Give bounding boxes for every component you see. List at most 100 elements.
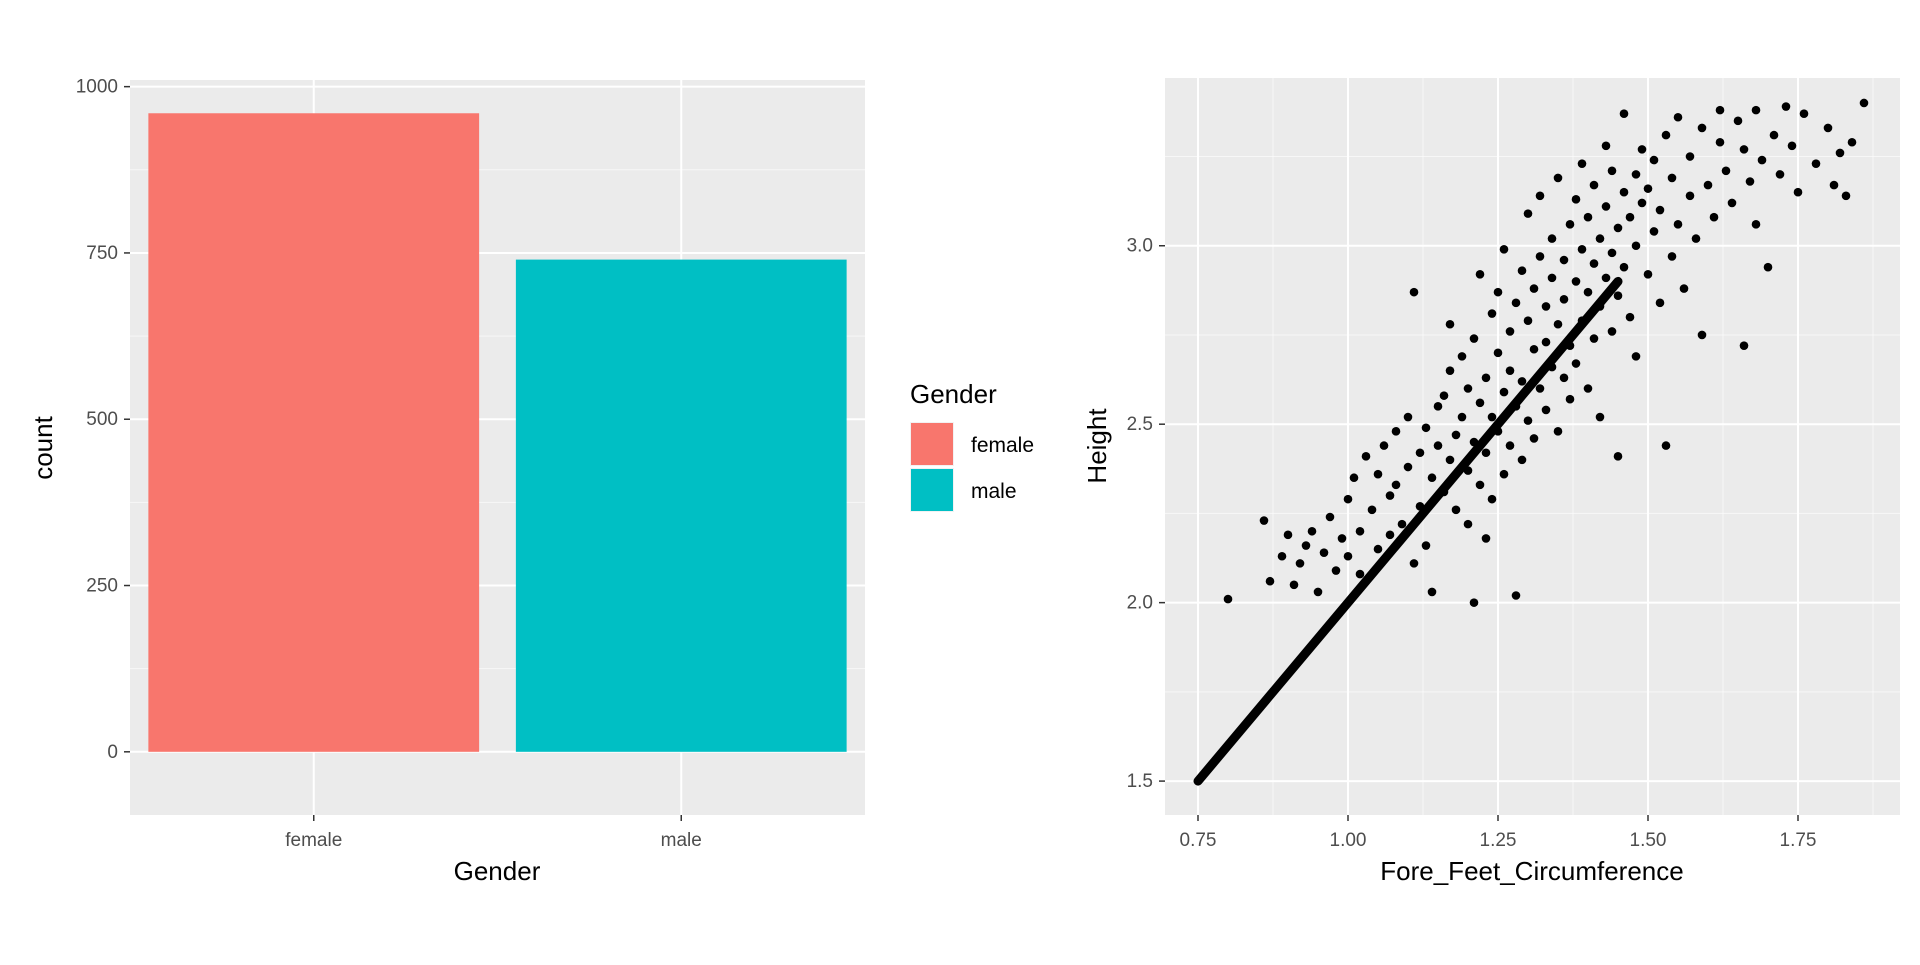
scatter-point: [1349, 473, 1359, 483]
scatter-point: [1223, 594, 1233, 604]
scatter-point: [1697, 123, 1707, 133]
scatter-y-axis: 1.5 2.0 2.5 3.0: [1127, 236, 1165, 792]
legend-title: Gender: [910, 379, 997, 409]
scatter-point: [1715, 137, 1725, 147]
scatter-point: [1481, 373, 1491, 383]
scatter-point: [1631, 170, 1641, 179]
scatter-point: [1343, 494, 1353, 504]
scatter-point: [1637, 198, 1647, 208]
scatter-point: [1487, 309, 1497, 318]
scatter-point: [1343, 551, 1353, 561]
scatter-point: [1529, 434, 1539, 443]
scatter-point: [1793, 187, 1803, 197]
scatter-point: [1547, 273, 1557, 283]
legend-label-female: female: [971, 434, 1034, 457]
scatter-point: [1283, 530, 1293, 540]
bar-x-tick-label: female: [285, 830, 342, 851]
scatter-x-tick-label: 1.25: [1480, 830, 1517, 851]
scatter-point: [1535, 252, 1545, 261]
scatter-point: [1751, 220, 1761, 229]
scatter-point: [1445, 319, 1455, 329]
scatter-point: [1331, 566, 1341, 575]
bar-x-axis: female male: [285, 815, 702, 851]
scatter-point: [1565, 220, 1575, 229]
bar-y-tick-label: 1000: [76, 77, 118, 98]
scatter-point: [1391, 480, 1401, 490]
scatter-point: [1541, 337, 1551, 347]
scatter-point: [1829, 180, 1839, 190]
scatter-point: [1481, 448, 1491, 458]
scatter-point: [1523, 209, 1533, 218]
scatter-dense-diagonal: [1193, 276, 1623, 786]
scatter-point: [1505, 327, 1515, 336]
scatter-point: [1727, 198, 1737, 208]
scatter-point: [1577, 245, 1587, 254]
scatter-point: [1613, 291, 1623, 301]
scatter-point: [1787, 141, 1797, 151]
scatter-point: [1565, 341, 1575, 350]
scatter-point: [1391, 427, 1401, 436]
scatter-x-tick-label: 1.00: [1330, 830, 1367, 851]
scatter-point: [1583, 287, 1593, 297]
scatter-point: [1739, 145, 1749, 154]
scatter-point: [1547, 362, 1557, 372]
scatter-point: [1427, 587, 1437, 597]
scatter-point: [1751, 105, 1761, 115]
scatter-point: [1745, 177, 1755, 186]
scatter-point: [1661, 441, 1671, 450]
scatter-point: [1451, 430, 1461, 440]
scatter-y-tick-label: 2.0: [1127, 593, 1153, 614]
legend-swatch-female: [911, 423, 953, 465]
scatter-point: [1553, 173, 1563, 183]
bar-marks: [148, 113, 847, 752]
scatter-point: [1421, 541, 1431, 550]
scatter-point: [1499, 469, 1509, 479]
scatter-point: [1649, 155, 1659, 165]
scatter-point: [1319, 548, 1329, 557]
scatter-point: [1589, 334, 1599, 343]
scatter-point: [1469, 437, 1479, 447]
scatter-point: [1265, 576, 1275, 586]
scatter-point: [1553, 427, 1563, 436]
scatter-point: [1445, 455, 1455, 465]
scatter-point: [1457, 352, 1467, 361]
scatter-point: [1511, 402, 1521, 411]
scatter-point: [1571, 277, 1581, 286]
bar-y-tick-label: 500: [86, 409, 118, 430]
scatter-y-tick-label: 1.5: [1127, 771, 1153, 792]
scatter-point: [1679, 284, 1689, 293]
scatter-point: [1307, 526, 1317, 536]
scatter-point: [1637, 145, 1647, 154]
scatter-x-tick-label: 1.75: [1780, 830, 1817, 851]
scatter-x-axis: 0.75 1.00 1.25 1.50 1.75: [1180, 815, 1817, 851]
scatter-point: [1835, 148, 1845, 158]
bar-male: [515, 259, 847, 752]
bar-y-tick-label: 0: [107, 742, 118, 763]
scatter-y-tick-label: 3.0: [1127, 236, 1153, 257]
scatter-point: [1613, 223, 1623, 233]
scatter-point: [1757, 155, 1767, 165]
scatter-point: [1511, 591, 1521, 600]
scatter-point: [1541, 405, 1551, 415]
scatter-point: [1703, 180, 1713, 190]
legend-label-male: male: [971, 480, 1017, 503]
scatter-point: [1439, 391, 1449, 400]
scatter-point: [1559, 255, 1569, 265]
bar-y-tick-label: 250: [86, 576, 118, 597]
scatter-point: [1667, 173, 1677, 183]
scatter-point: [1685, 152, 1695, 161]
scatter-points: [1223, 98, 1869, 607]
scatter-point: [1583, 384, 1593, 393]
scatter-point: [1361, 452, 1371, 461]
scatter-point: [1433, 441, 1443, 450]
scatter-point: [1409, 287, 1419, 297]
scatter-point: [1769, 130, 1779, 140]
scatter-point: [1301, 541, 1311, 550]
scatter-y-axis-title: Height: [1082, 408, 1112, 484]
scatter-point: [1487, 494, 1497, 504]
scatter-point: [1643, 269, 1653, 279]
scatter-point: [1601, 273, 1611, 283]
scatter-point: [1697, 330, 1707, 340]
scatter-dense-line: [1193, 276, 1623, 786]
scatter-point: [1325, 512, 1335, 522]
